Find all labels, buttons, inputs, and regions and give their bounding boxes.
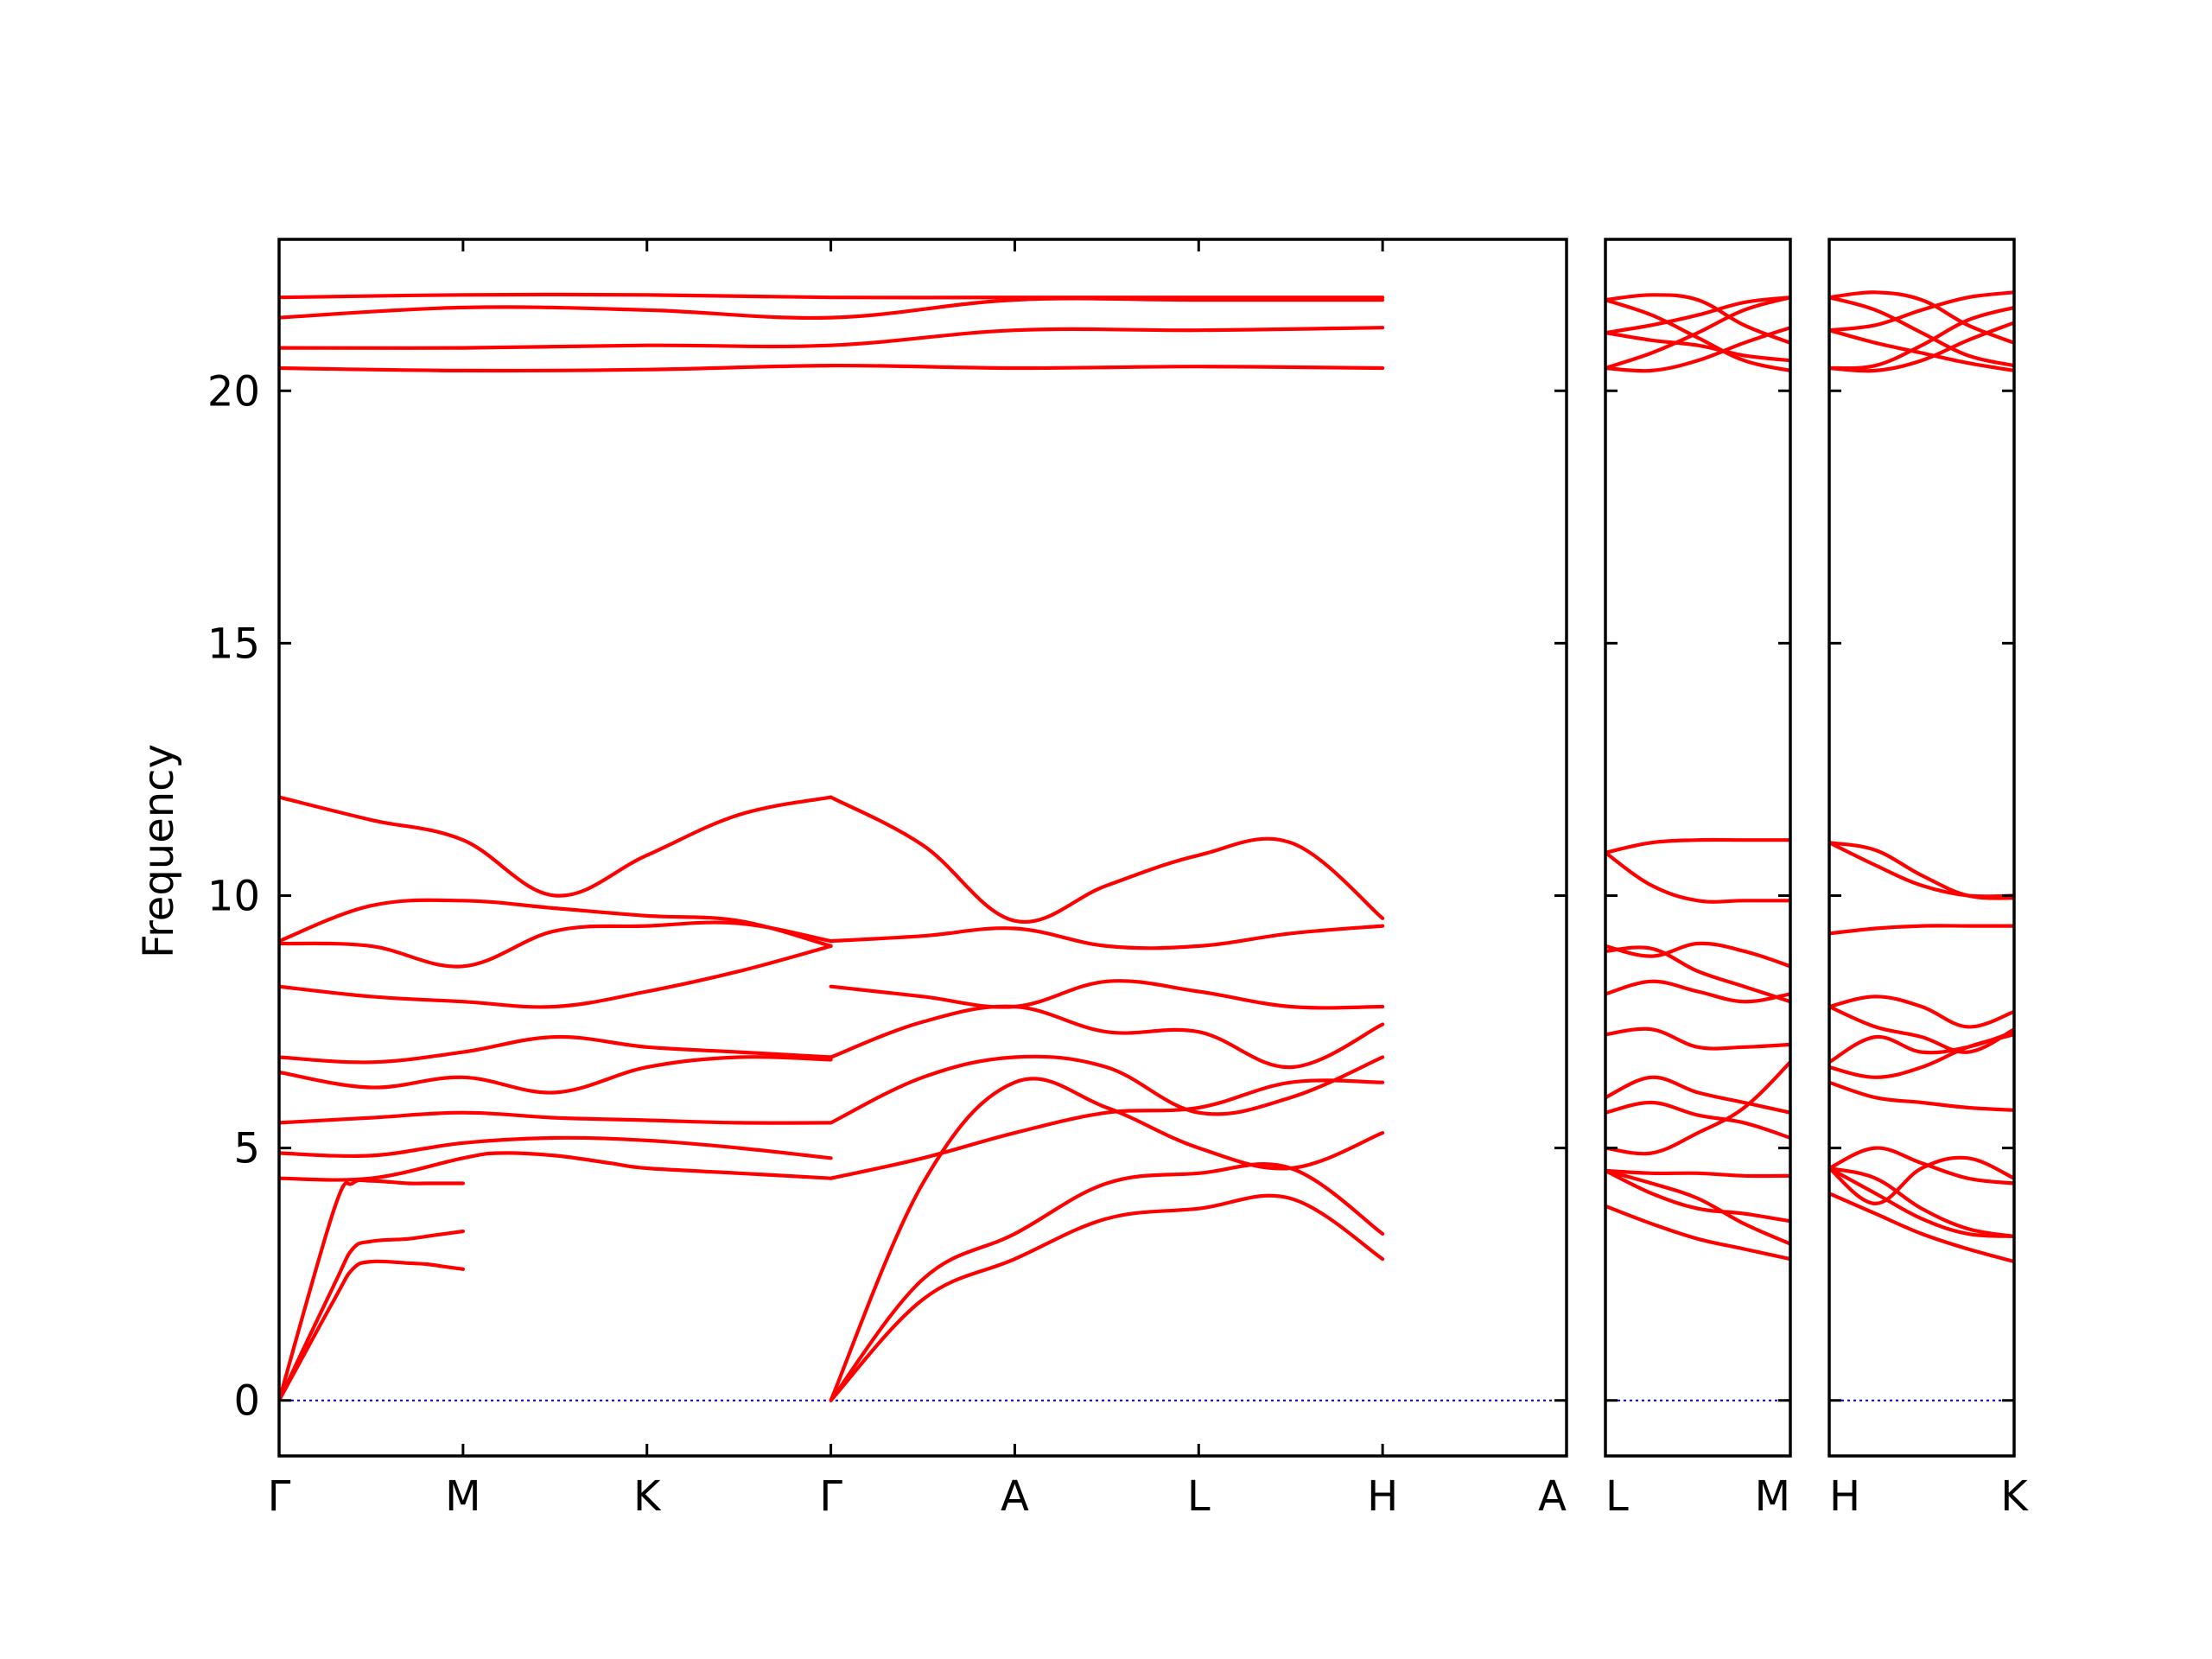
band-line — [1605, 1060, 1790, 1156]
band-line — [1829, 305, 2014, 371]
band-line — [279, 363, 1385, 373]
band-line — [1605, 1168, 1790, 1179]
band-line — [1829, 841, 2014, 899]
band-line — [1605, 331, 1790, 363]
band-line — [1829, 328, 2014, 372]
panel-frame — [1827, 238, 2016, 1458]
band-line — [279, 898, 833, 948]
band-line — [1605, 1100, 1790, 1140]
band-line — [1605, 945, 1790, 1004]
x-tick-label: H — [1829, 1472, 1860, 1521]
band-line — [1829, 995, 2014, 1029]
band-line — [1605, 1168, 1790, 1224]
band-line — [1605, 296, 1790, 371]
band-line — [279, 1259, 465, 1402]
x-tick-label: Γ — [819, 1472, 842, 1521]
band-line — [1829, 924, 2014, 936]
band-line — [1829, 1166, 2014, 1238]
band-line — [1605, 1027, 1790, 1051]
band-line — [1829, 1146, 2014, 1185]
y-axis-title: Frequency — [135, 744, 183, 958]
band-line — [1605, 296, 1790, 335]
band-line — [1829, 290, 2014, 333]
band-line — [279, 795, 833, 898]
x-tick-label: H — [1367, 1472, 1398, 1521]
band-line — [279, 296, 1385, 321]
band-line — [829, 1004, 1385, 1070]
band-line — [279, 1151, 833, 1182]
band-line — [829, 1054, 1385, 1125]
band-line — [1829, 296, 2014, 368]
band-panel-1: 0 5 10 15 20 Γ M K Γ A L H A — [207, 238, 1568, 1521]
x-tick-label: A — [1001, 1472, 1029, 1521]
band-line — [279, 292, 1385, 300]
x-tick-label: L — [1187, 1472, 1211, 1521]
panel-frame — [1604, 238, 1792, 1458]
y-tick-label: 20 — [207, 367, 260, 416]
band-line — [279, 326, 1385, 350]
band-line — [829, 1077, 1385, 1402]
band-line — [1605, 1204, 1790, 1262]
x-tick-label: L — [1605, 1472, 1629, 1521]
band-line — [1829, 290, 2014, 345]
band-line — [279, 1229, 465, 1402]
band-line — [1829, 1166, 2014, 1238]
x-tick-label: M — [445, 1472, 480, 1521]
band-lines — [279, 292, 1385, 1402]
band-line — [279, 920, 833, 969]
band-line — [829, 979, 1385, 1010]
band-line — [1605, 1075, 1790, 1115]
band-line — [1605, 850, 1790, 904]
band-line — [279, 944, 833, 1009]
band-line — [829, 795, 1385, 925]
y-tick-label: 5 — [233, 1125, 260, 1173]
band-lines — [1829, 290, 2014, 1264]
band-line — [1605, 298, 1790, 372]
band-line — [1605, 326, 1790, 373]
band-line — [1829, 1155, 2014, 1205]
band-line — [1829, 841, 2014, 900]
band-line — [1829, 1030, 2014, 1065]
band-line — [1829, 321, 2014, 373]
band-line — [279, 1055, 833, 1095]
x-tick-label: K — [2000, 1472, 2029, 1521]
band-line — [1605, 1168, 1790, 1246]
y-tick-label: 10 — [207, 873, 260, 921]
band-line — [279, 1110, 833, 1125]
band-lines — [1605, 293, 1790, 1262]
band-line — [1829, 1080, 2014, 1112]
band-line — [829, 1078, 1385, 1180]
band-line — [1605, 941, 1790, 969]
band-line — [829, 924, 1385, 950]
x-tick-label: A — [1538, 1472, 1567, 1521]
band-line — [279, 1034, 833, 1065]
band-line — [1605, 837, 1790, 855]
band-line — [1605, 979, 1790, 1004]
band-line — [1829, 1004, 2014, 1054]
x-tick-label: M — [1755, 1472, 1790, 1521]
x-tick-label: K — [633, 1472, 662, 1521]
band-line — [1605, 293, 1790, 345]
y-tick-label: 15 — [207, 620, 260, 668]
x-tick-label: Γ — [268, 1472, 291, 1521]
band-line — [829, 1193, 1385, 1402]
y-tick-label: 0 — [233, 1377, 260, 1426]
panel-frame — [277, 238, 1568, 1458]
band-line — [279, 1135, 833, 1160]
band-line — [1829, 1192, 2014, 1264]
band-line — [279, 1178, 465, 1402]
